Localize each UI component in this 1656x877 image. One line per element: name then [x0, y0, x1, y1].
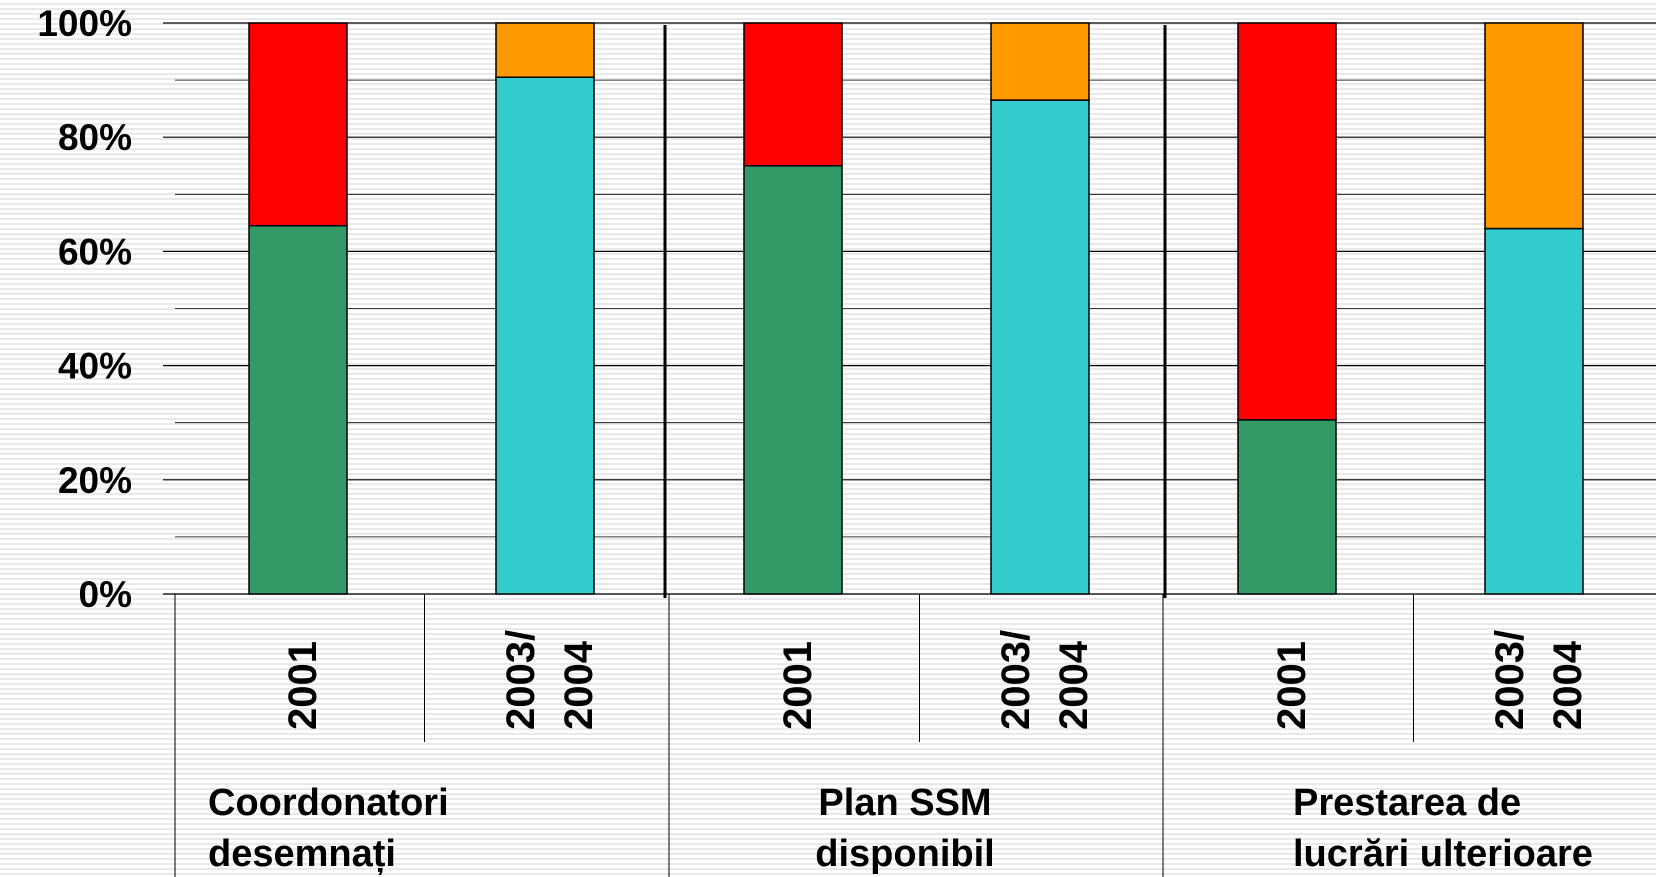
bar-segment-top: [248, 22, 348, 227]
group-label: Plan SSM: [818, 782, 991, 824]
bar-segment-bottom: [743, 165, 843, 595]
group-label: disponibil: [815, 833, 994, 875]
bar-segment-bottom: [1237, 419, 1337, 595]
bar-segment-top: [495, 22, 595, 78]
category-label: 2004: [557, 640, 601, 730]
bar-segment-top: [743, 22, 843, 167]
category-label: 2001: [776, 641, 820, 730]
category-label: 2001: [1270, 641, 1314, 730]
bar-segment-bottom: [495, 76, 595, 595]
group-label: Prestarea de: [1293, 782, 1521, 824]
category-label: 2003/: [499, 630, 543, 730]
bar-segment-bottom: [1484, 227, 1584, 595]
y-tick-label: 60%: [58, 231, 132, 272]
bar-segment-top: [1237, 22, 1337, 421]
group-label: Coordonatori: [208, 782, 449, 824]
category-label: 2004: [1052, 640, 1096, 730]
bar-segment-top: [990, 22, 1090, 101]
y-tick-label: 40%: [58, 346, 132, 387]
category-label: 2004: [1546, 640, 1590, 730]
bar-segment-bottom: [990, 99, 1090, 595]
category-label: 2001: [281, 641, 325, 730]
category-label: 2003/: [1488, 630, 1532, 730]
category-label: 2003/: [994, 630, 1038, 730]
y-tick-label: 80%: [58, 117, 132, 158]
bar-segment-top: [1484, 22, 1584, 230]
y-tick-label: 0%: [79, 574, 132, 615]
y-tick-label: 20%: [58, 460, 132, 501]
bar-segment-bottom: [248, 224, 348, 595]
y-tick-label: 100%: [37, 3, 132, 44]
group-label: lucrări ulterioare: [1293, 833, 1593, 875]
group-label: desemnați: [208, 833, 396, 875]
